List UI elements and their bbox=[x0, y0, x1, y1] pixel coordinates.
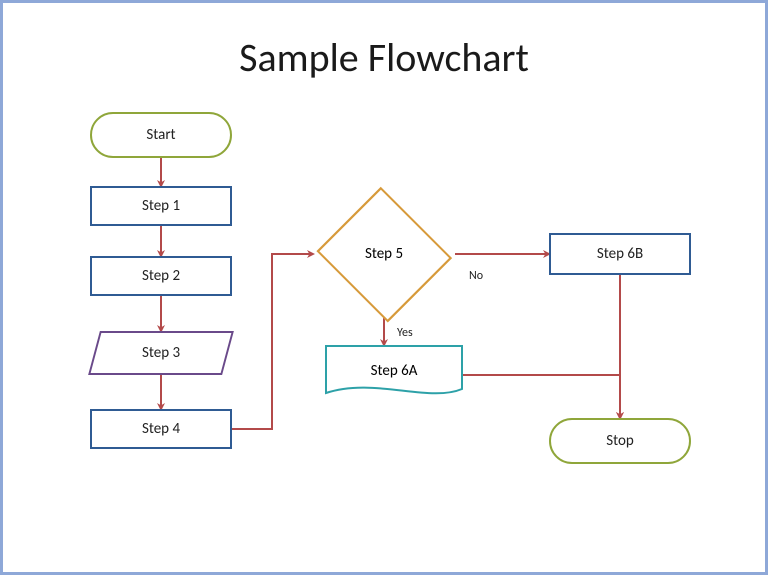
node-label: Step 6B bbox=[597, 245, 643, 263]
node-label: Step 2 bbox=[142, 267, 180, 285]
node-step3: Step 3 bbox=[94, 331, 228, 375]
slide-canvas: Sample Flowchart Start Step 1 Step 2 Ste… bbox=[17, 15, 751, 560]
node-start: Start bbox=[90, 112, 232, 158]
node-stop: Stop bbox=[549, 418, 691, 464]
node-label: Step 1 bbox=[142, 197, 180, 215]
node-step4: Step 4 bbox=[90, 409, 232, 449]
edge-label-no: No bbox=[469, 269, 483, 283]
slide-frame: Sample Flowchart Start Step 1 Step 2 Ste… bbox=[0, 0, 768, 575]
node-step2: Step 2 bbox=[90, 256, 232, 296]
node-step5: Step 5 bbox=[313, 190, 455, 318]
edge-label-yes: Yes bbox=[397, 326, 413, 340]
node-label: Step 6A bbox=[371, 362, 418, 380]
node-label: Stop bbox=[606, 432, 634, 450]
node-step1: Step 1 bbox=[90, 186, 232, 226]
node-label: Step 4 bbox=[142, 420, 180, 438]
node-label: Start bbox=[146, 126, 175, 144]
node-label: Step 5 bbox=[365, 245, 403, 263]
node-label: Step 3 bbox=[142, 344, 180, 362]
node-step6b: Step 6B bbox=[549, 233, 691, 275]
node-step6a: Step 6A bbox=[325, 345, 463, 405]
